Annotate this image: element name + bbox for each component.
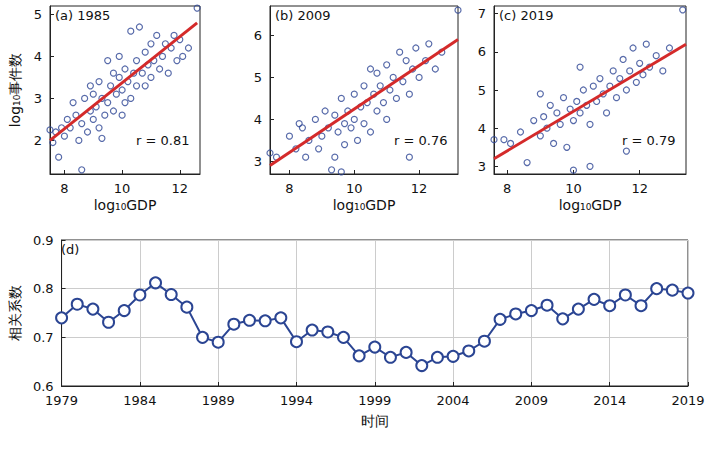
svg-text:4: 4 [478,121,486,136]
svg-text:3: 3 [34,91,42,106]
svg-text:4: 4 [34,49,42,64]
svg-text:0.9: 0.9 [33,233,54,248]
svg-text:10: 10 [565,181,582,196]
svg-text:5: 5 [254,70,262,85]
svg-text:相关系数: 相关系数 [7,285,23,341]
svg-text:12: 12 [631,181,648,196]
svg-text:1999: 1999 [358,393,391,408]
svg-text:6: 6 [254,28,262,43]
svg-text:(b) 2009: (b) 2009 [275,8,331,23]
svg-text:4: 4 [254,112,262,127]
svg-text:2009: 2009 [515,393,548,408]
svg-text:3: 3 [254,154,262,169]
svg-text:0.8: 0.8 [33,281,54,296]
svg-text:log₁₀GDP: log₁₀GDP [94,197,157,213]
svg-text:0.7: 0.7 [33,330,54,345]
svg-text:5: 5 [34,7,42,22]
svg-text:2: 2 [34,133,42,148]
svg-text:r = 0.81: r = 0.81 [136,133,189,148]
svg-text:8: 8 [503,181,511,196]
svg-text:10: 10 [114,181,131,196]
svg-text:log₁₀事件数: log₁₀事件数 [7,53,23,128]
svg-text:(c) 2019: (c) 2019 [499,8,554,23]
svg-text:2014: 2014 [593,393,626,408]
svg-text:r = 0.79: r = 0.79 [622,133,675,148]
svg-text:(d): (d) [61,242,79,257]
svg-text:log₁₀GDP: log₁₀GDP [559,197,622,213]
svg-text:12: 12 [172,181,189,196]
svg-text:r = 0.76: r = 0.76 [394,133,447,148]
svg-text:1984: 1984 [123,393,156,408]
svg-text:6: 6 [478,44,486,59]
svg-text:8: 8 [60,181,68,196]
svg-text:0.6: 0.6 [33,379,54,394]
svg-text:2019: 2019 [671,393,704,408]
svg-text:1994: 1994 [280,393,313,408]
svg-text:1979: 1979 [45,393,78,408]
svg-text:3: 3 [478,159,486,174]
svg-text:log₁₀GDP: log₁₀GDP [333,197,396,213]
svg-text:7: 7 [478,6,486,21]
svg-text:时间: 时间 [361,413,389,429]
svg-text:8: 8 [285,181,293,196]
svg-text:1989: 1989 [202,393,235,408]
svg-text:5: 5 [478,83,486,98]
svg-text:10: 10 [346,181,363,196]
svg-text:12: 12 [411,181,428,196]
svg-text:(a) 1985: (a) 1985 [55,8,110,23]
svg-text:2004: 2004 [437,393,470,408]
